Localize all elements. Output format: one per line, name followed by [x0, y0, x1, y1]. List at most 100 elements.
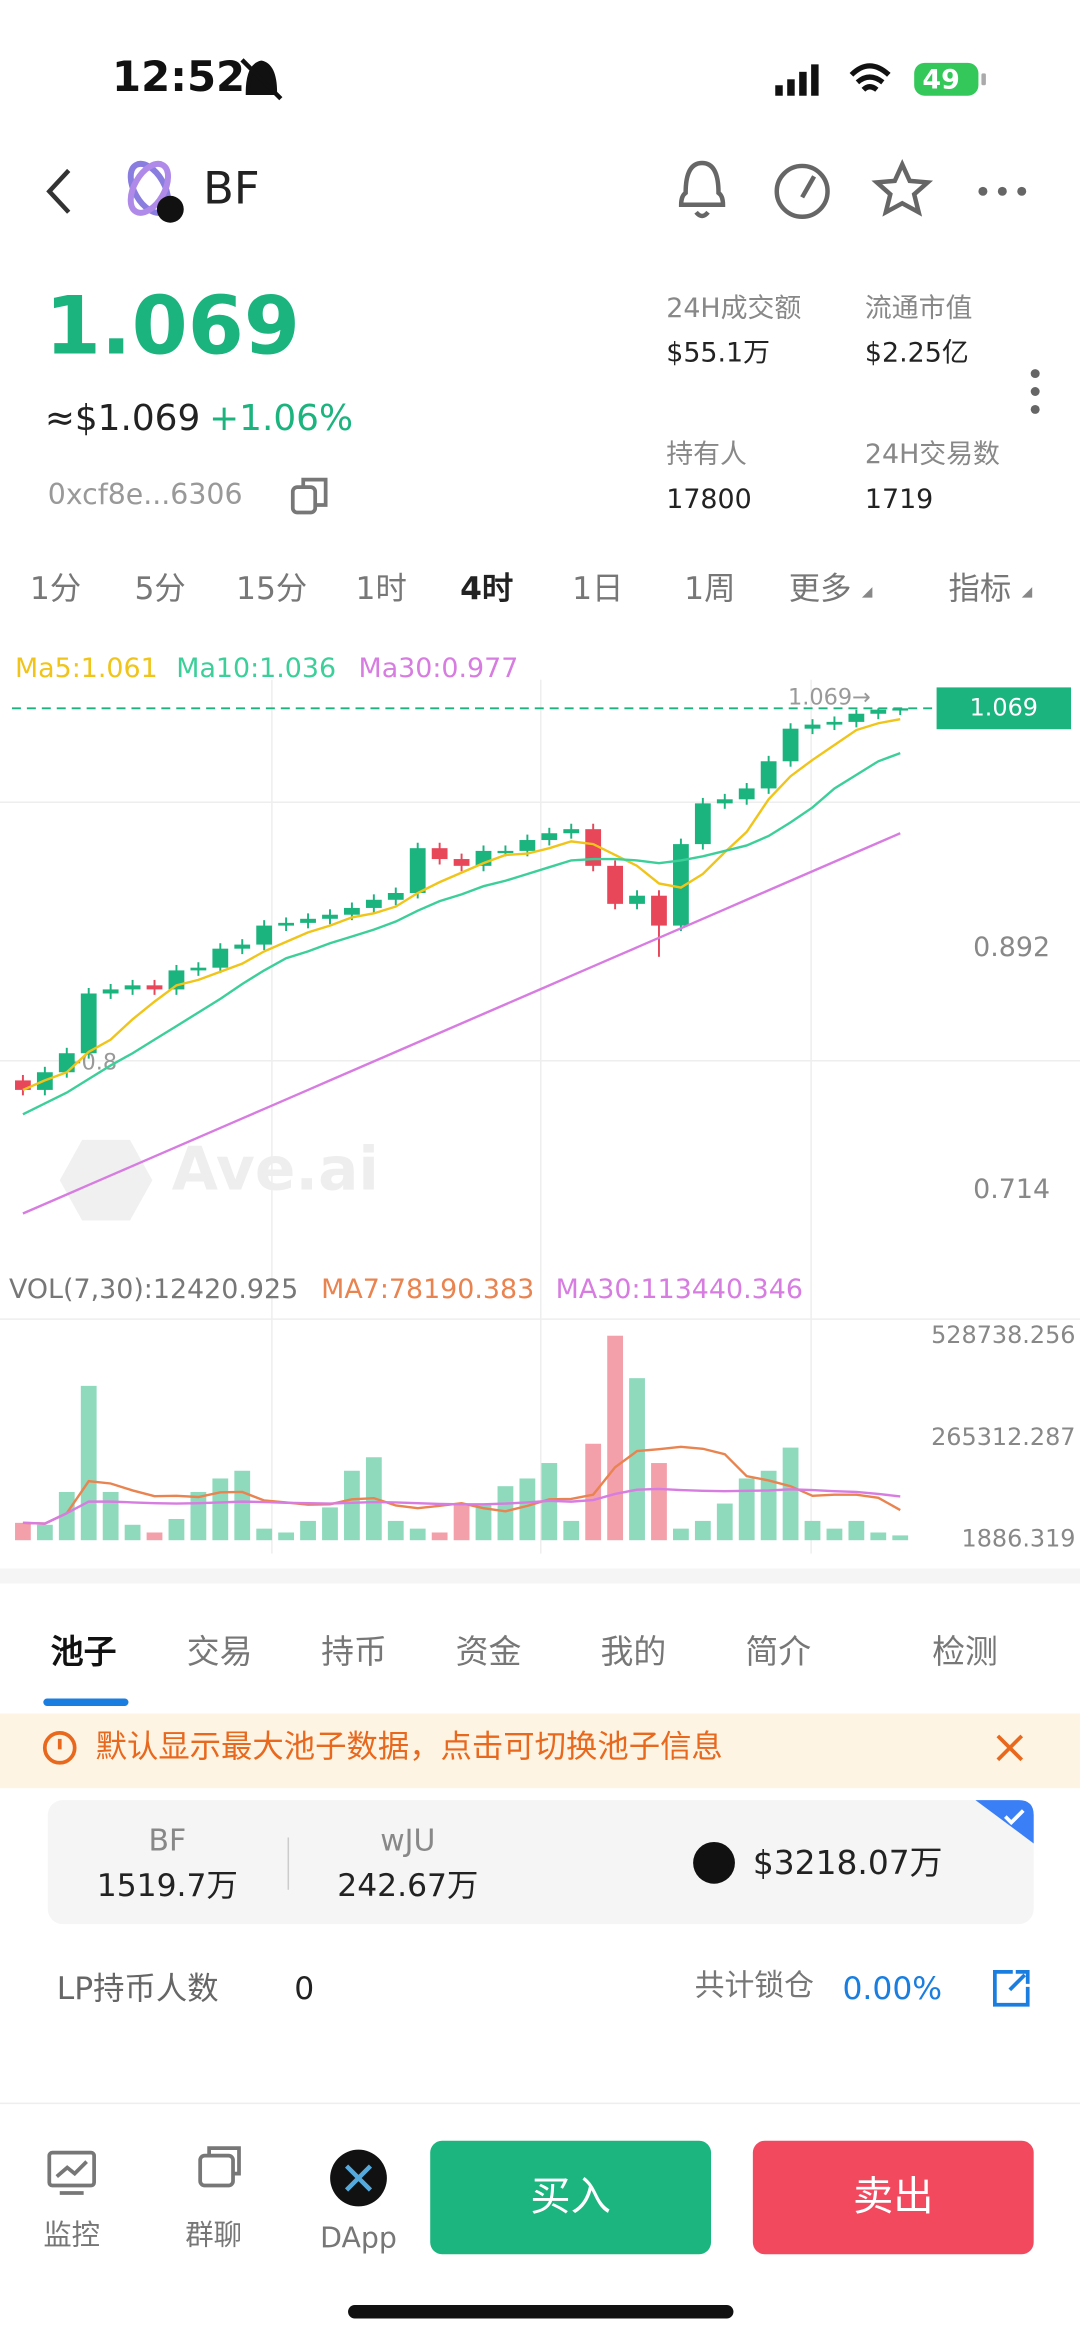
volume-bar [782, 1447, 799, 1541]
sell-button[interactable] [752, 2140, 1034, 2255]
candle-body [673, 844, 689, 926]
price-annotation: 1.069→ [788, 684, 871, 710]
moving-average-line [22, 752, 901, 1116]
candle-body [541, 833, 558, 841]
pool-token: BF [148, 1823, 186, 1858]
tab[interactable]: 我的 [600, 1632, 666, 1671]
volume-bar [694, 1520, 711, 1541]
more-button[interactable] [978, 186, 1027, 196]
volume-bar [102, 1491, 119, 1541]
locked-value: 0.00% [842, 1971, 942, 2007]
tab[interactable]: 资金 [456, 1632, 522, 1671]
y-tick-label: 265312.287 [931, 1423, 1075, 1451]
y-tick-label: 0.714 [973, 1174, 1050, 1205]
interval-option[interactable]: 1时 [356, 571, 407, 607]
mute-icon [240, 58, 283, 101]
watermark: Ave.ai [172, 1135, 379, 1204]
candle-body [102, 989, 119, 994]
interval-option[interactable]: 1周 [684, 571, 735, 607]
tab[interactable]: 持币 [321, 1632, 387, 1671]
tab[interactable]: 简介 [745, 1632, 811, 1671]
volume-bar [673, 1528, 689, 1541]
signal-icon [775, 64, 819, 96]
interval-option[interactable]: 1分 [30, 571, 81, 607]
interval-option[interactable]: 4时 [460, 571, 513, 607]
y-tick-label: 1886.319 [962, 1524, 1076, 1552]
stat-label: 持有人 [666, 439, 747, 470]
interval-option[interactable]: 5分 [134, 571, 185, 607]
pool-liquidity: $3218.07万 [753, 1843, 943, 1882]
token-logo [127, 160, 184, 223]
lp-holders-label: LP持币人数 [57, 1971, 219, 2007]
pool-token: wJU [380, 1823, 435, 1858]
volume-bar [497, 1486, 514, 1541]
volume-bar [892, 1535, 909, 1541]
volume-bar [716, 1503, 733, 1541]
volume-bar [629, 1378, 645, 1541]
legend-entry: Ma5:1.061 [15, 653, 158, 684]
watermark-logo [59, 1139, 153, 1221]
stat-value: 1719 [865, 484, 933, 515]
buy-button[interactable] [430, 2140, 712, 2255]
candle-body [738, 788, 755, 800]
candle-body [344, 907, 360, 915]
candle-body [387, 892, 404, 900]
candle-body [124, 985, 141, 990]
contract-address: 0xcf8e...6306 [48, 478, 243, 511]
candle-body [519, 840, 536, 851]
volume-bar [322, 1507, 338, 1541]
candle-body [892, 708, 909, 711]
stats-menu[interactable] [1030, 369, 1040, 414]
pool-card[interactable] [47, 1800, 1034, 1925]
home-indicator [348, 2305, 734, 2319]
alert-button[interactable] [678, 160, 726, 219]
interval-option[interactable]: 1日 [572, 571, 623, 607]
volume-bar [300, 1520, 316, 1541]
current-price: 1.069 [45, 280, 300, 374]
volume-bar [848, 1520, 865, 1541]
volume-bar [344, 1470, 360, 1541]
locked-label: 共计锁仓 [695, 1968, 814, 2003]
copy-button[interactable] [290, 477, 328, 515]
interval-option[interactable]: 15分 [236, 571, 307, 607]
volume-bar [190, 1491, 207, 1541]
candle-body [716, 799, 733, 804]
volume-bar [585, 1443, 602, 1541]
battery [914, 62, 979, 96]
volume-bar [80, 1385, 97, 1541]
nav-label[interactable]: 群聊 [185, 2218, 242, 2251]
back-button[interactable] [46, 168, 71, 214]
volume-bar [124, 1524, 141, 1541]
external-link[interactable] [992, 1970, 1030, 2007]
selected-badge [975, 1800, 1034, 1844]
notice-bar[interactable] [0, 1713, 1080, 1789]
candle-body [234, 944, 251, 949]
y-tick-label: 528738.256 [931, 1321, 1075, 1349]
interval-option[interactable]: 指标 [949, 571, 1012, 607]
volume-bar [475, 1503, 492, 1541]
volume-bar [387, 1520, 404, 1541]
volume-bar [826, 1528, 843, 1541]
candle-body [409, 848, 426, 893]
volume-bar [168, 1518, 185, 1541]
stat-label: 24H成交额 [666, 293, 801, 324]
tab[interactable]: 池子 [51, 1632, 117, 1671]
nav-label[interactable]: 监控 [43, 2218, 100, 2251]
tab[interactable]: 交易 [187, 1632, 253, 1671]
gauge-button[interactable] [774, 163, 830, 219]
nav-label[interactable]: DApp [320, 2221, 397, 2254]
volume-bar [760, 1470, 777, 1541]
volume-bar [870, 1532, 887, 1541]
tab[interactable]: 检测 [932, 1632, 998, 1671]
candle-body [651, 895, 667, 926]
sell-label: 卖出 [853, 2173, 934, 2220]
candle-body [848, 713, 865, 722]
volume-bar [409, 1528, 426, 1541]
buy-label: 买入 [530, 2173, 611, 2220]
notice-close[interactable] [996, 1734, 1024, 1762]
stat-value: $55.1万 [666, 338, 770, 369]
candle-body [212, 948, 229, 968]
interval-option[interactable]: 更多 [789, 571, 852, 607]
favorite-button[interactable] [871, 159, 934, 217]
chart-grid [0, 679, 1080, 1554]
